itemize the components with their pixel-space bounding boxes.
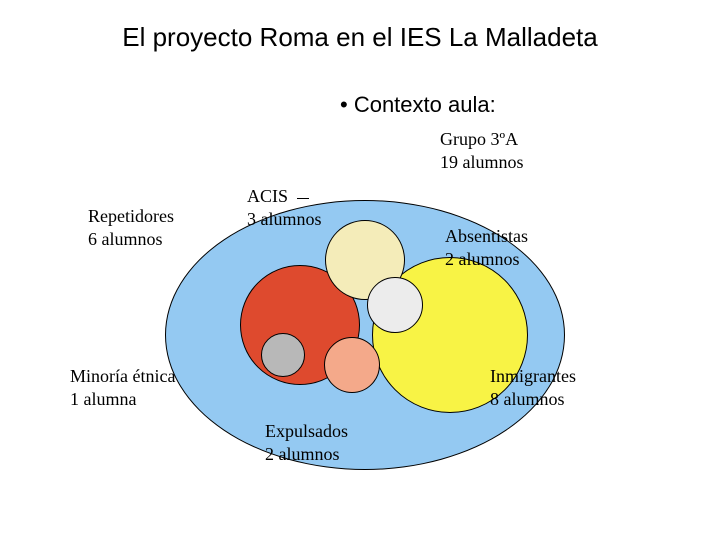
label-inmigrantes-line2: 8 alumnos (490, 389, 565, 409)
label-acis: ACIS 3 alumnos (247, 185, 322, 230)
label-minoria: Minoría étnica 1 alumna (70, 365, 175, 410)
label-expulsados-line1: Expulsados (265, 421, 348, 441)
label-repetidores-line1: Repetidores (88, 206, 174, 226)
circle-expulsados (324, 337, 380, 393)
venn-diagram: Grupo 3ºA 19 alumnos ACIS 3 alumnos Repe… (0, 140, 720, 500)
label-absentistas-line1: Absentistas (445, 226, 528, 246)
label-inmigrantes-line1: Inmigrantes (490, 366, 576, 386)
label-repetidores-line2: 6 alumnos (88, 229, 163, 249)
label-minoria-line2: 1 alumna (70, 389, 136, 409)
label-expulsados: Expulsados 2 alumnos (265, 420, 348, 465)
label-minoria-line1: Minoría étnica (70, 366, 175, 386)
label-expulsados-line2: 2 alumnos (265, 444, 340, 464)
label-grupo: Grupo 3ºA 19 alumnos (440, 128, 524, 173)
circle-minoria (261, 333, 305, 377)
label-absentistas-line2: 2 alumnos (445, 249, 520, 269)
label-repetidores: Repetidores 6 alumnos (88, 205, 174, 250)
bullet-context: • Contexto aula: (340, 92, 496, 118)
page-title: El proyecto Roma en el IES La Malladeta (0, 22, 720, 53)
label-inmigrantes: Inmigrantes 8 alumnos (490, 365, 576, 410)
label-grupo-line1: Grupo 3ºA (440, 129, 518, 149)
label-acis-line2: 3 alumnos (247, 209, 322, 229)
label-grupo-line2: 19 alumnos (440, 152, 524, 172)
label-absentistas: Absentistas 2 alumnos (445, 225, 528, 270)
label-acis-line1: ACIS (247, 186, 288, 206)
circle-absentistas (367, 277, 423, 333)
